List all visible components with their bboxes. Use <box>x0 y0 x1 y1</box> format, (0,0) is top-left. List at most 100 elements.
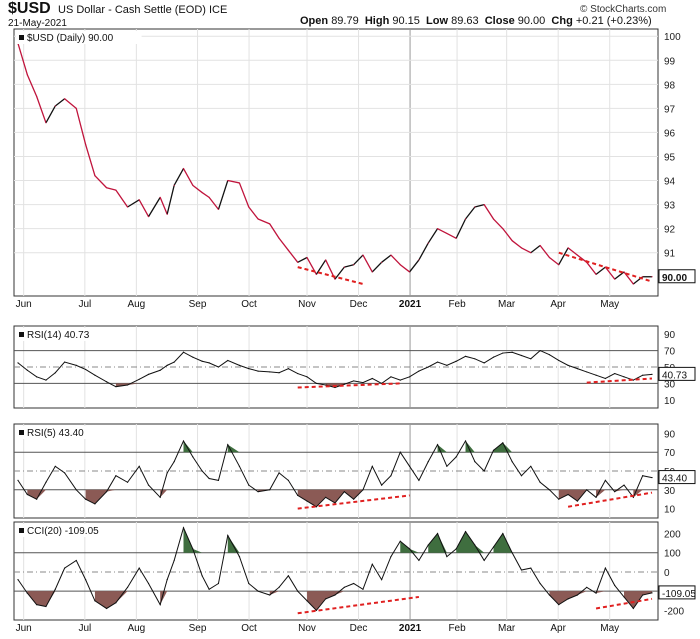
data-point <box>446 232 448 235</box>
data-point <box>45 481 47 483</box>
data-point <box>306 376 308 378</box>
data-point <box>381 579 383 581</box>
data-point <box>362 489 364 491</box>
divergence-annotation <box>595 597 653 610</box>
data-point <box>36 604 38 606</box>
divergence-annotation <box>297 494 410 510</box>
legend-swatch <box>19 35 24 40</box>
data-point <box>520 247 523 249</box>
data-point <box>217 479 220 481</box>
y-tick-label: 0 <box>664 568 670 579</box>
data-point <box>217 208 220 211</box>
panel-label: RSI(5) 43.40 <box>27 428 84 439</box>
close-label: Close <box>484 15 515 27</box>
data-point <box>520 354 523 357</box>
data-point <box>287 368 289 370</box>
price-segment <box>45 105 56 124</box>
panel-label: $USD (Daily) 90.00 <box>27 33 114 44</box>
data-point <box>567 247 569 249</box>
data-point <box>623 484 625 486</box>
data-point <box>343 383 345 385</box>
data-point <box>632 379 634 381</box>
y-tick-label: 94 <box>664 177 676 188</box>
data-point <box>614 372 616 375</box>
price-segment <box>26 74 38 97</box>
last-value-label: 90.00 <box>662 273 687 284</box>
price-segment <box>138 199 150 217</box>
data-point <box>614 491 616 493</box>
data-point <box>227 444 229 446</box>
data-point <box>427 461 429 463</box>
data-point <box>408 271 411 273</box>
data-point <box>325 598 327 600</box>
symbol-title: $USD <box>8 0 51 17</box>
price-segment <box>208 196 219 210</box>
x-tick-label: Mar <box>498 299 516 310</box>
data-point <box>446 555 448 558</box>
data-point <box>227 534 229 537</box>
data-point <box>64 472 66 474</box>
y-tick-label: 100 <box>664 549 681 560</box>
data-point <box>539 582 541 585</box>
data-point <box>614 278 616 280</box>
data-point <box>248 484 250 486</box>
legend-swatch <box>19 332 24 337</box>
price-segment <box>381 254 392 263</box>
data-point <box>474 544 476 546</box>
price-segment <box>418 242 429 261</box>
data-point <box>94 503 96 505</box>
y-tick-label: 95 <box>664 152 676 163</box>
data-point <box>530 252 532 254</box>
data-point <box>464 440 467 442</box>
data-point <box>399 540 401 542</box>
data-point <box>17 479 19 481</box>
price-segment <box>614 271 625 280</box>
price-segment <box>446 232 457 239</box>
data-point <box>26 592 28 594</box>
last-value-label: 43.40 <box>662 474 687 485</box>
data-point <box>54 465 56 467</box>
y-tick-label: 100 <box>664 32 681 43</box>
data-point <box>576 500 579 502</box>
data-point <box>208 362 210 364</box>
data-point <box>436 444 439 446</box>
data-point <box>325 259 327 261</box>
data-point <box>126 384 129 386</box>
data-point <box>548 594 551 596</box>
data-point <box>126 481 129 483</box>
data-point <box>94 175 96 177</box>
data-point <box>138 465 140 467</box>
price-segment <box>427 228 439 244</box>
data-point <box>614 584 616 587</box>
data-point <box>269 489 271 491</box>
data-point <box>558 604 560 606</box>
data-point <box>334 278 336 280</box>
price-segment <box>106 187 117 191</box>
price-segment <box>474 203 485 208</box>
price-segment <box>502 228 513 242</box>
price-segment <box>353 254 364 266</box>
y-tick-label: 10 <box>664 505 676 516</box>
data-point <box>511 461 513 463</box>
data-point <box>84 143 87 146</box>
last-value-box <box>658 585 696 600</box>
data-point <box>530 465 532 467</box>
data-point <box>26 369 28 371</box>
price-segment <box>465 206 476 220</box>
data-point <box>502 352 504 354</box>
data-point <box>642 276 644 278</box>
x-tick-label: Jul <box>78 623 91 634</box>
brand-logo: © StockCharts.com <box>580 4 667 15</box>
data-point <box>576 254 579 256</box>
data-point <box>530 567 532 569</box>
data-point <box>455 456 457 458</box>
data-point <box>399 379 401 381</box>
panel-label-bg <box>16 524 123 537</box>
y-tick-label: 30 <box>664 379 676 390</box>
price-segment <box>604 266 616 280</box>
y-tick-label: 30 <box>664 486 676 497</box>
data-point <box>651 476 653 479</box>
price-segment <box>75 108 87 145</box>
price-segment <box>287 249 299 263</box>
data-point <box>548 489 551 491</box>
